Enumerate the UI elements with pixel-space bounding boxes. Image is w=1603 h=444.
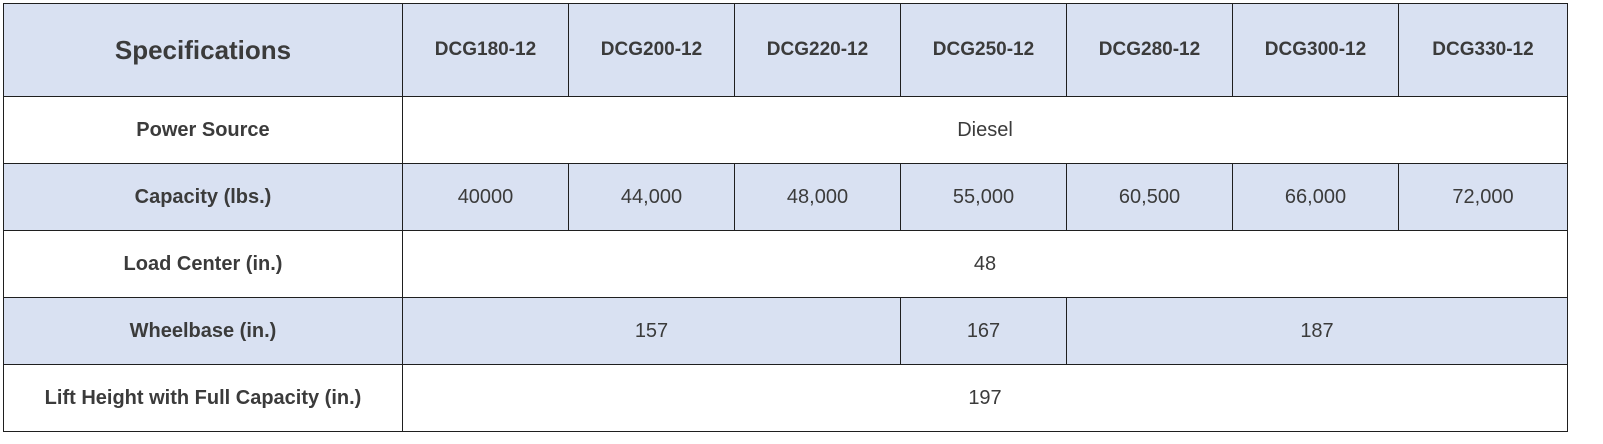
wheelbase-label: Wheelbase (in.) [3, 297, 403, 365]
wheelbase-value-dcg250: 167 [900, 297, 1067, 365]
capacity-value-dcg200-12: 44,000 [568, 163, 735, 231]
lift-height-label: Lift Height with Full Capacity (in.) [3, 364, 403, 432]
specifications-table: Specifications DCG180-12 DCG200-12 DCG22… [3, 3, 1568, 432]
power-source-row: Power Source Diesel [3, 96, 1568, 164]
capacity-value-dcg280-12: 60,500 [1066, 163, 1233, 231]
model-header-dcg200-12: DCG200-12 [568, 3, 735, 97]
capacity-label: Capacity (lbs.) [3, 163, 403, 231]
capacity-row: Capacity (lbs.) 40000 44,000 48,000 55,0… [3, 163, 1568, 231]
capacity-value-dcg250-12: 55,000 [900, 163, 1067, 231]
wheelbase-value-dcg180-220: 157 [402, 297, 901, 365]
load-center-value: 48 [402, 230, 1568, 298]
load-center-label: Load Center (in.) [3, 230, 403, 298]
capacity-value-dcg180-12: 40000 [402, 163, 569, 231]
model-header-dcg330-12: DCG330-12 [1398, 3, 1568, 97]
model-header-dcg250-12: DCG250-12 [900, 3, 1067, 97]
power-source-value: Diesel [402, 96, 1568, 164]
lift-height-row: Lift Height with Full Capacity (in.) 197 [3, 364, 1568, 432]
model-header-dcg280-12: DCG280-12 [1066, 3, 1233, 97]
model-header-dcg220-12: DCG220-12 [734, 3, 901, 97]
lift-height-value: 197 [402, 364, 1568, 432]
wheelbase-value-dcg280-330: 187 [1066, 297, 1568, 365]
header-row: Specifications DCG180-12 DCG200-12 DCG22… [3, 3, 1568, 97]
power-source-label: Power Source [3, 96, 403, 164]
capacity-value-dcg330-12: 72,000 [1398, 163, 1568, 231]
specifications-title: Specifications [3, 3, 403, 97]
model-header-dcg180-12: DCG180-12 [402, 3, 569, 97]
model-header-dcg300-12: DCG300-12 [1232, 3, 1399, 97]
capacity-value-dcg220-12: 48,000 [734, 163, 901, 231]
load-center-row: Load Center (in.) 48 [3, 230, 1568, 298]
wheelbase-row: Wheelbase (in.) 157 167 187 [3, 297, 1568, 365]
capacity-value-dcg300-12: 66,000 [1232, 163, 1399, 231]
